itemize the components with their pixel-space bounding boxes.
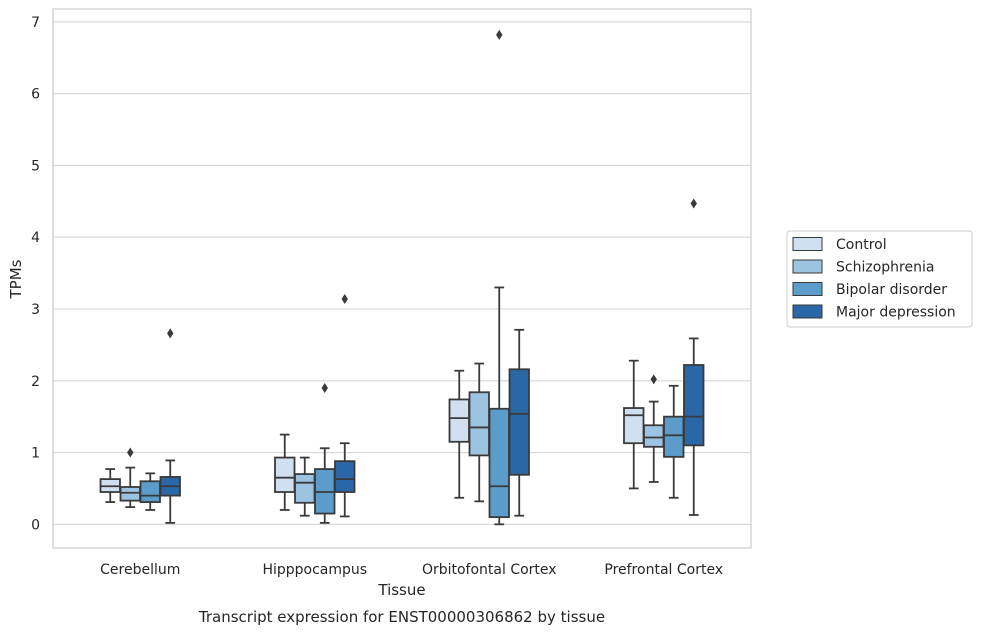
box-iqr [274, 456, 296, 493]
legend-swatch [792, 304, 823, 319]
plot-frame [52, 8, 752, 549]
y-tick-label: 4 [31, 230, 40, 246]
legend-label: Schizophrenia [836, 260, 934, 276]
y-tick-label: 7 [31, 15, 40, 31]
outlier-point [650, 374, 657, 385]
outlier-point [167, 328, 174, 339]
x-tick-label: Cerebellum [100, 562, 180, 578]
box-group [623, 359, 645, 490]
legend-frame [786, 230, 973, 328]
box-group [334, 293, 356, 518]
box-group [488, 29, 510, 526]
x-tick-label: Hipppocampus [262, 562, 367, 578]
legend-label: Control [836, 237, 887, 253]
box-group [274, 433, 296, 511]
box-iqr [623, 407, 645, 445]
y-tick-label: 6 [31, 87, 40, 103]
box-group [468, 362, 490, 503]
outlier-point [690, 198, 697, 209]
y-tick-label: 0 [31, 517, 40, 533]
grid-layer [53, 21, 751, 525]
box-group [139, 472, 161, 511]
tick-layer: 0 1 2 3 4 5 6 7 Cerebellum Hipppocampus Orbitofont… [31, 15, 723, 578]
legend-label: Major depression [836, 305, 956, 321]
box-iqr [643, 424, 665, 448]
box-iqr [508, 368, 530, 476]
box-iqr [488, 407, 510, 519]
legend: Control Schizophrenia Bipolar disorder Majo… [786, 230, 973, 328]
box-group [119, 447, 141, 508]
box-group [314, 382, 336, 524]
legend-label: Bipolar disorder [836, 282, 947, 298]
legend-swatch [792, 259, 823, 274]
box-layer [99, 29, 705, 526]
box-group [159, 328, 181, 524]
box-group [683, 198, 705, 516]
chart-caption: Transcript expression for ENST0000030686… [198, 608, 605, 626]
x-axis-title: Tissue [377, 581, 425, 599]
y-tick-label: 1 [31, 446, 40, 462]
outlier-point [321, 382, 328, 393]
box-group [99, 468, 121, 503]
box-group [294, 456, 316, 517]
y-tick-label: 3 [31, 302, 40, 318]
legend-swatch [792, 282, 823, 296]
box-group [643, 374, 665, 483]
box-iqr [663, 415, 685, 458]
y-tick-label: 5 [31, 158, 40, 174]
box-iqr [139, 480, 161, 503]
box-iqr [448, 398, 470, 443]
box-group [448, 369, 470, 499]
legend-swatch [792, 237, 823, 251]
box-iqr [468, 391, 490, 457]
x-tick-label: Orbitofontal Cortex [422, 562, 557, 578]
y-axis-title: TPMs [7, 259, 25, 299]
box-iqr [683, 364, 705, 447]
outlier-point [341, 293, 348, 304]
box-iqr [294, 473, 316, 504]
box-group [663, 384, 685, 499]
box-iqr [119, 486, 141, 502]
outlier-point [127, 447, 134, 458]
y-tick-label: 2 [31, 374, 40, 390]
outlier-point [496, 29, 503, 40]
x-tick-label: Prefrontal Cortex [604, 562, 723, 578]
box-iqr [334, 460, 356, 493]
box-group [508, 328, 530, 517]
